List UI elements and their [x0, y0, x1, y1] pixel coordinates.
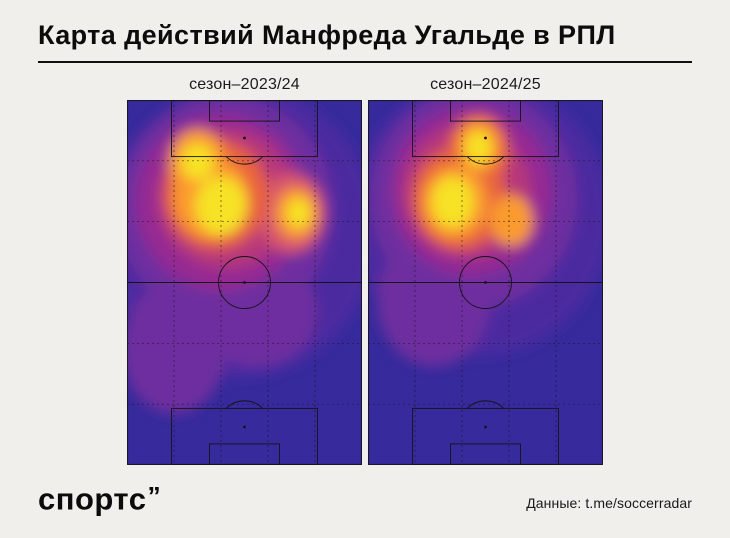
heatmap-column-2024-25: сезон–2024/25: [368, 76, 603, 465]
logo-mark-icon: ”: [147, 481, 162, 512]
logo-text: спортс: [38, 482, 147, 517]
header: Карта действий Манфреда Угальде в РПЛ: [38, 20, 692, 63]
heatmap-pitch-2023-24: [127, 100, 362, 465]
page-title: Карта действий Манфреда Угальде в РПЛ: [38, 20, 616, 50]
season-label-2023-24: сезон–2023/24: [189, 76, 300, 93]
data-source: Данные: t.me/soccerradar: [526, 495, 692, 511]
title-divider: [38, 61, 692, 63]
season-label-2024-25: сезон–2024/25: [430, 76, 541, 93]
heatmap-pitch-2024-25: [368, 100, 603, 465]
heatmap-column-2023-24: сезон–2023/24: [127, 76, 362, 465]
sports-logo: спортс”: [38, 481, 161, 518]
heatmaps-container: сезон–2023/24 сезон–2024/25: [127, 76, 603, 465]
